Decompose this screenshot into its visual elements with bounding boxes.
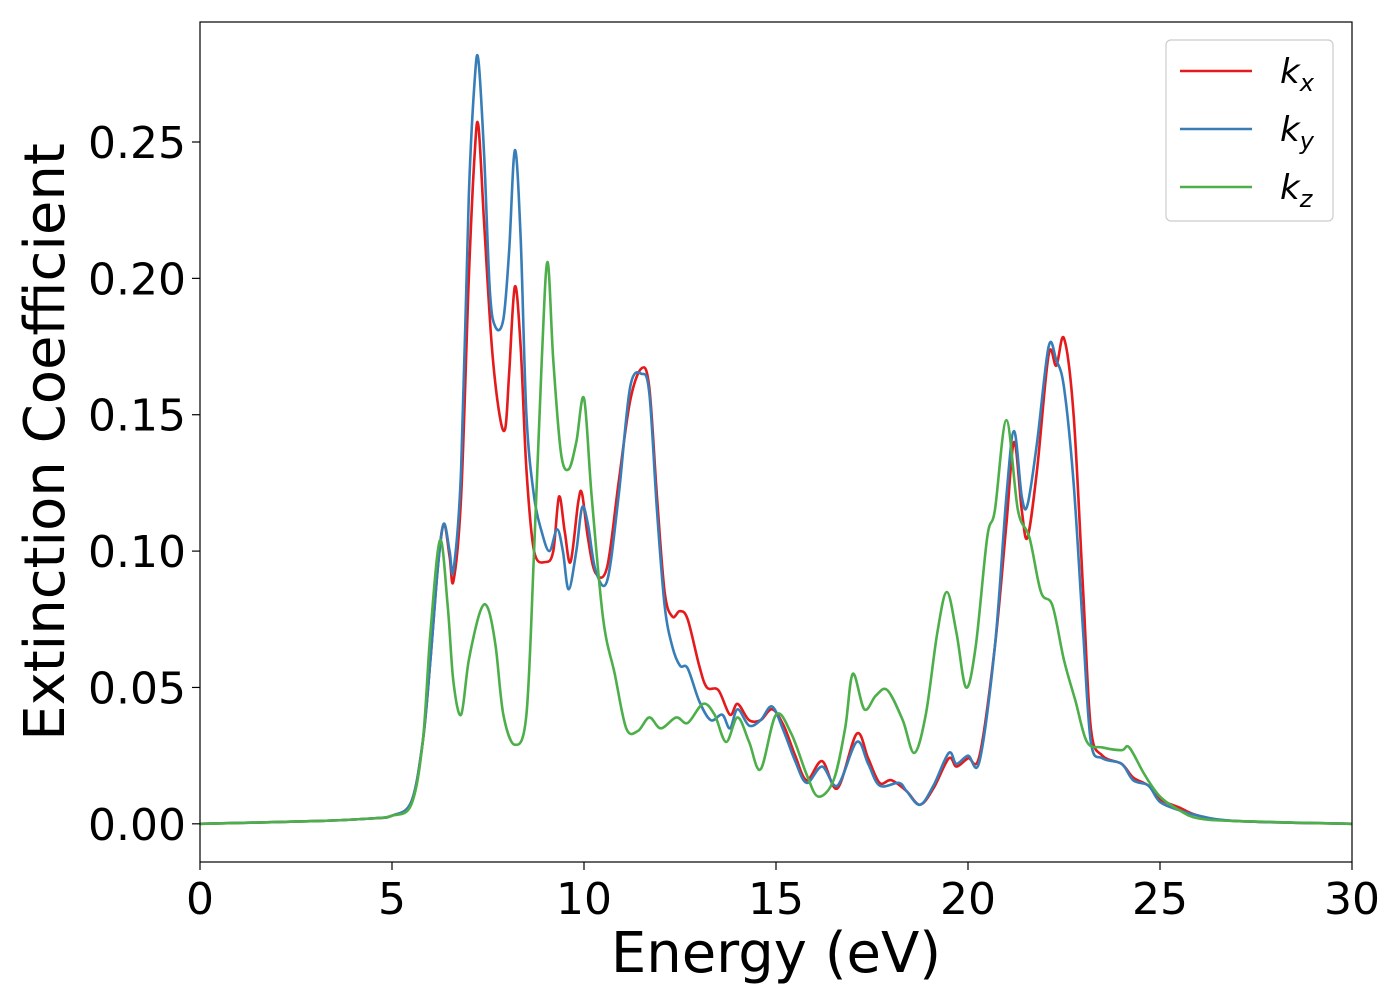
x-axis-ticks: 0 5 10 15 20 25 30 [186,862,1380,925]
y-tick-label: 0.15 [88,391,186,442]
y-tick-label: 0.00 [88,800,186,851]
series-layer [199,53,1353,826]
y-tick-label: 0.05 [88,663,186,714]
x-tick-label: 5 [378,874,406,925]
y-axis-ticks: 0.00 0.05 0.10 0.15 0.20 0.25 [88,118,200,851]
y-tick-label: 0.25 [88,118,186,169]
y-axis-label: Extinction Coefficient [13,143,78,741]
legend-box [1165,39,1334,222]
x-tick-label: 15 [748,874,804,925]
x-tick-label: 30 [1324,874,1380,925]
x-axis-label: Energy (eV) [611,921,941,986]
series-line-kx [199,120,1353,826]
legend: kx ky kz [1165,39,1334,222]
x-tick-label: 25 [1132,874,1188,925]
x-tick-label: 0 [186,874,214,925]
x-tick-label: 20 [940,874,996,925]
legend-label-ky: ky [1280,110,1315,155]
x-tick-label: 10 [556,874,612,925]
series-line-kz [199,260,1353,826]
legend-label-kz: kz [1280,168,1314,213]
legend-label-kx: kx [1280,52,1315,97]
y-tick-label: 0.20 [88,254,186,305]
series-line-ky [199,53,1353,826]
y-tick-label: 0.10 [88,527,186,578]
